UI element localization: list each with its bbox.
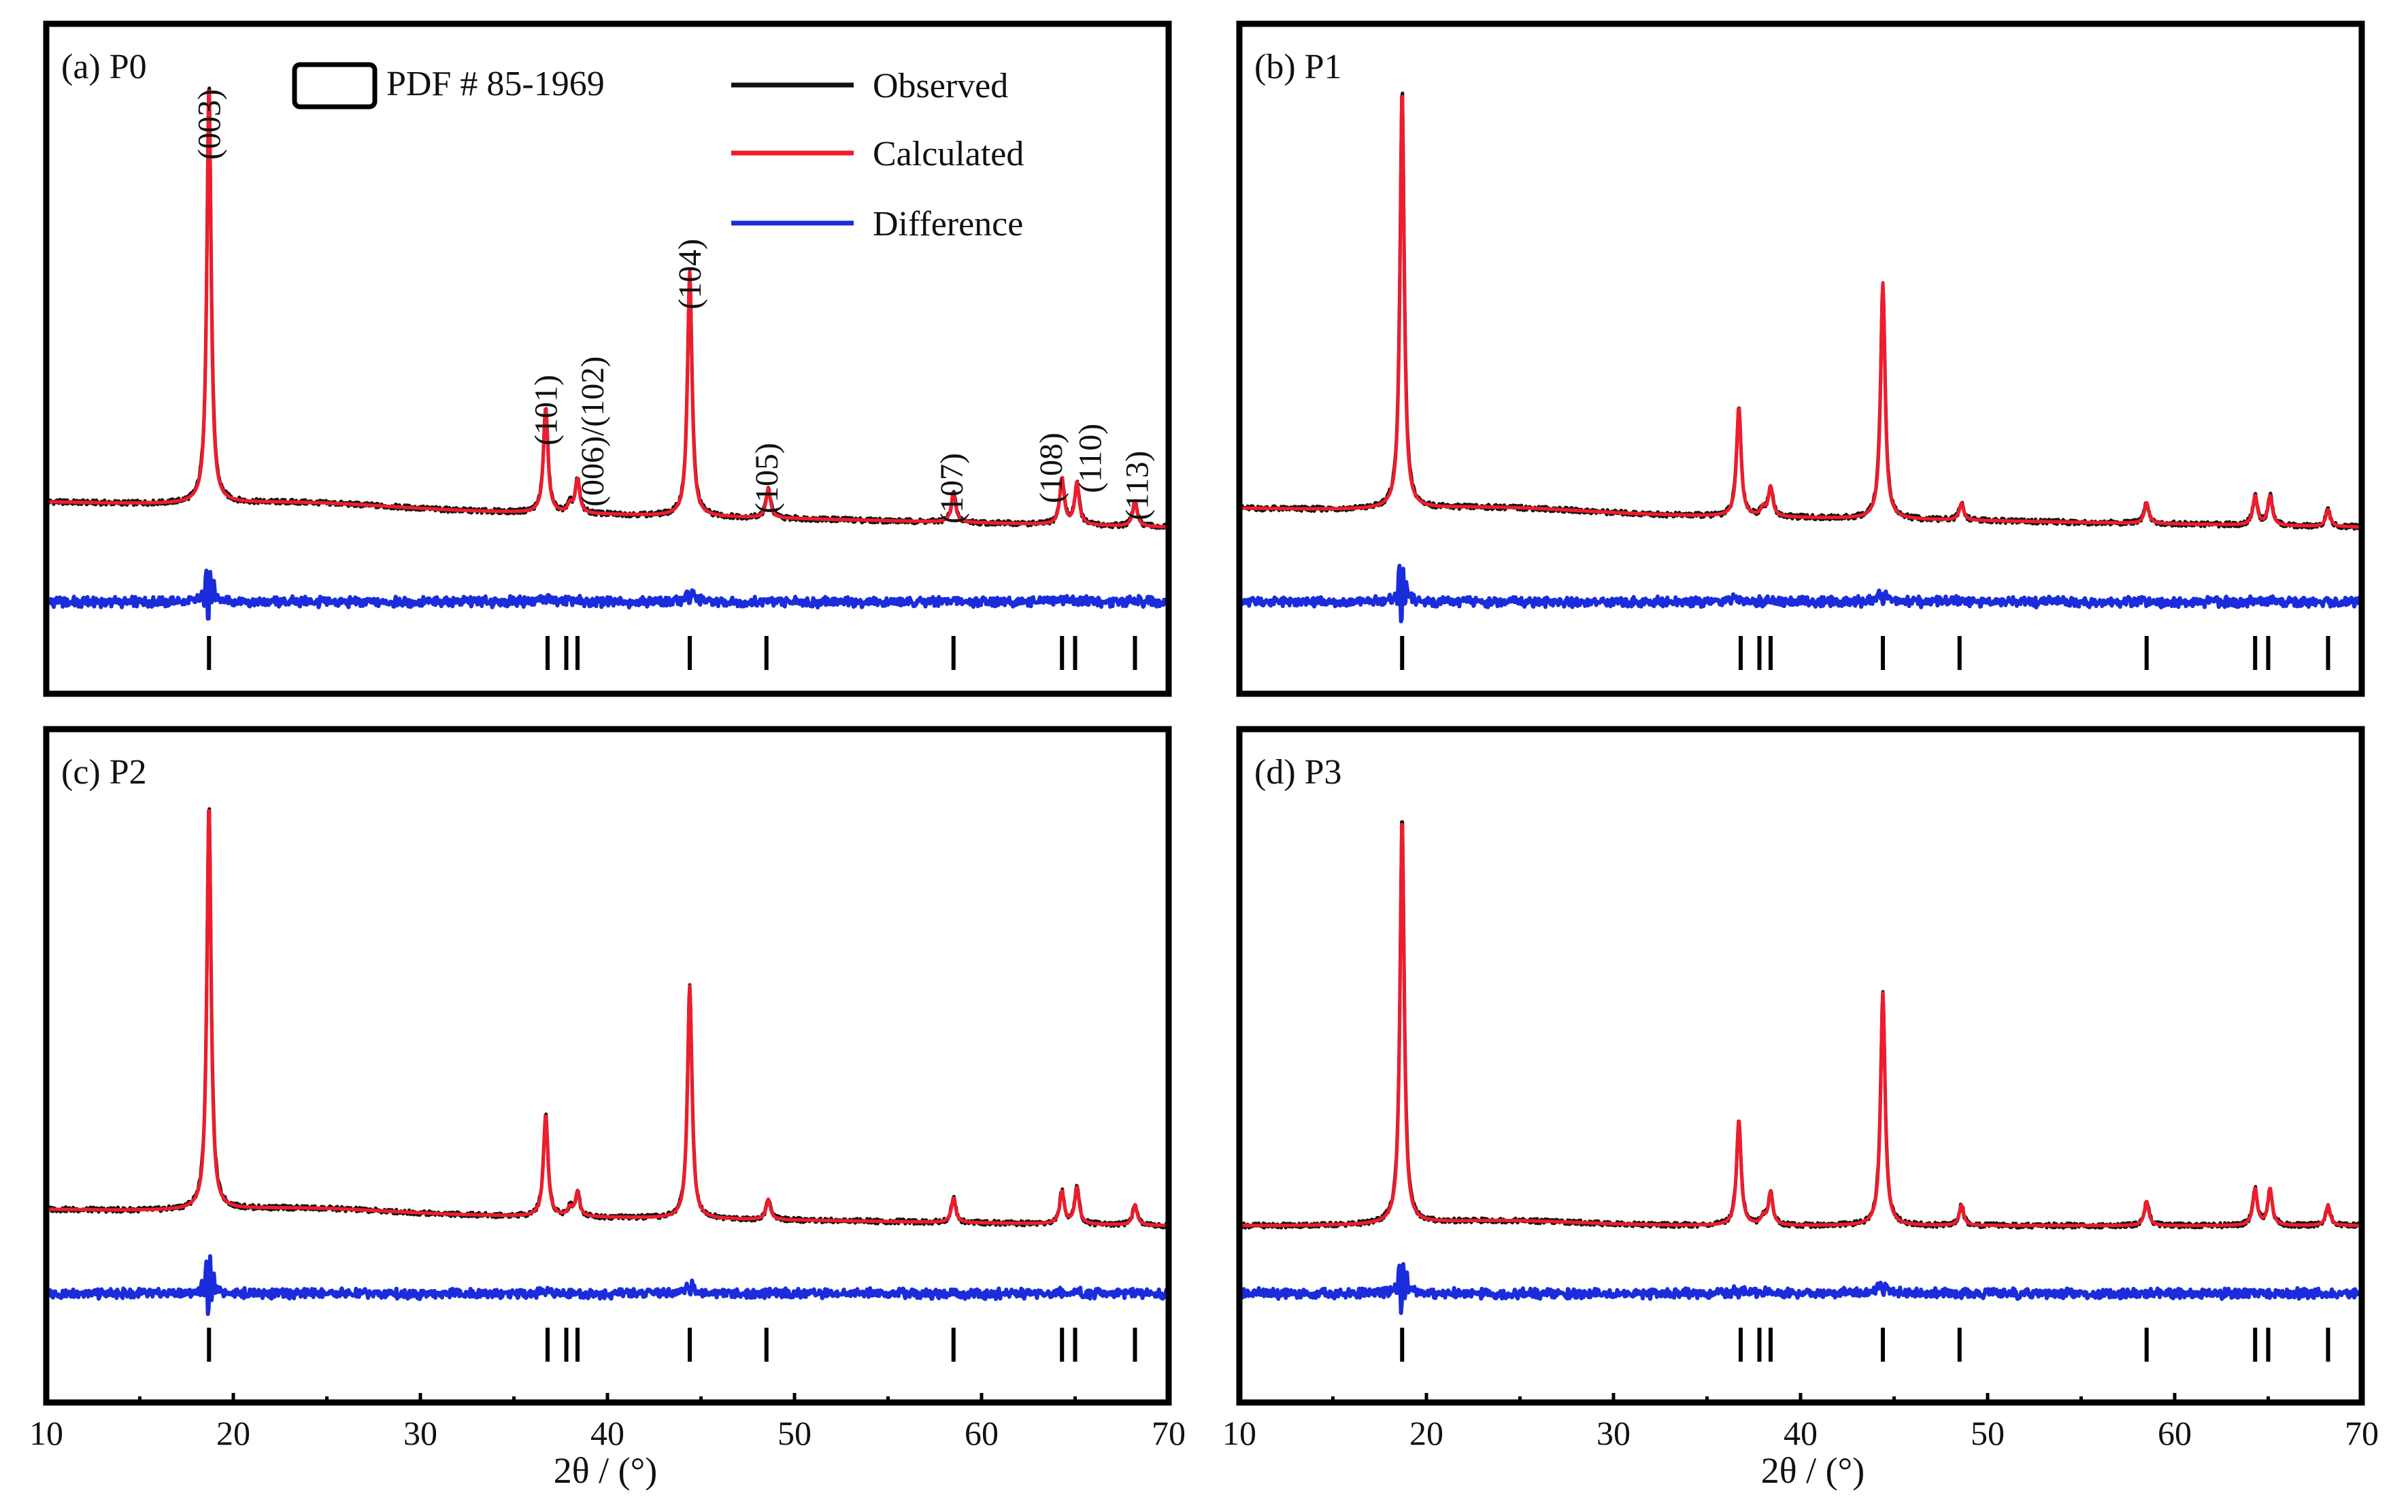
x-tick-label: 10 xyxy=(29,1414,63,1452)
calculated-series-line xyxy=(1238,95,2363,529)
difference-series-line xyxy=(1237,1262,2364,1315)
calculated-series-line xyxy=(1238,823,2363,1228)
calculated-series-line xyxy=(45,809,1170,1228)
panel-d: (d) P3 10 20 30 40 50 60 70 xyxy=(1222,726,2379,1452)
panel-a: (a) P0 (003) (101) (006)/(102) (104) (105) (10… xyxy=(43,20,1172,697)
x-tick-label: 40 xyxy=(590,1414,624,1452)
legend-box-symbol xyxy=(292,62,378,110)
calculated-series-line xyxy=(45,89,1170,529)
x-tick-label: 30 xyxy=(403,1414,437,1452)
peak-label: (101) xyxy=(528,375,564,446)
panel-frame xyxy=(43,20,1172,697)
x-tick-label: 20 xyxy=(216,1414,250,1452)
panel-frame xyxy=(1236,726,2365,1406)
x-tick-label: 60 xyxy=(2158,1414,2192,1452)
legend-label: Calculated xyxy=(873,135,1024,173)
legend: PDF # 85-1969 Observed Calculated Differenc… xyxy=(292,62,1024,243)
x-tick-label: 30 xyxy=(1596,1414,1631,1452)
panel-c: (c) P2 10 20 30 40 50 60 70 xyxy=(29,726,1186,1452)
peak-label: (108) xyxy=(1033,433,1069,503)
x-tick-label: 40 xyxy=(1784,1414,1818,1452)
panel-label: (c) P2 xyxy=(61,753,147,792)
legend-label: PDF # 85-1969 xyxy=(386,65,605,103)
peak-label: (110) xyxy=(1073,424,1109,493)
difference-series-line xyxy=(1237,563,2364,624)
panels-layer: (a) P0 (003) (101) (006)/(102) (104) (105) (10… xyxy=(29,20,2379,1452)
x-tick-label: 70 xyxy=(2345,1414,2379,1452)
x-axis-title-right: 2θ / (°) xyxy=(1761,1450,1864,1491)
x-tick-label: 50 xyxy=(1971,1414,2005,1452)
panel-label: (b) P1 xyxy=(1254,48,1342,86)
legend-label: Observed xyxy=(873,67,1008,105)
x-axis-title-left: 2θ / (°) xyxy=(554,1450,657,1491)
panel-label: (d) P3 xyxy=(1254,753,1342,792)
difference-series-line xyxy=(44,1254,1171,1316)
peak-label: (113) xyxy=(1119,451,1155,520)
panel-b: (b) P1 xyxy=(1236,20,2365,697)
panel-frame xyxy=(43,726,1172,1406)
x-tick-label: 60 xyxy=(965,1414,999,1452)
x-tick-label: 20 xyxy=(1409,1414,1443,1452)
peak-label: (006)/(102) xyxy=(575,356,611,507)
axis-titles: 2θ / (°) 2θ / (°) xyxy=(554,1450,1864,1491)
peak-label: (104) xyxy=(672,239,708,309)
peak-label: (107) xyxy=(934,453,970,524)
difference-series-line xyxy=(44,569,1171,621)
peak-label: (105) xyxy=(749,443,785,514)
legend-label: Difference xyxy=(873,205,1023,243)
x-tick-label: 70 xyxy=(1152,1414,1186,1452)
panel-frame xyxy=(1236,20,2365,697)
panel-label: (a) P0 xyxy=(61,48,147,86)
x-tick-label: 10 xyxy=(1222,1414,1256,1452)
peak-label: (003) xyxy=(191,89,227,160)
x-tick-label: 50 xyxy=(777,1414,812,1452)
